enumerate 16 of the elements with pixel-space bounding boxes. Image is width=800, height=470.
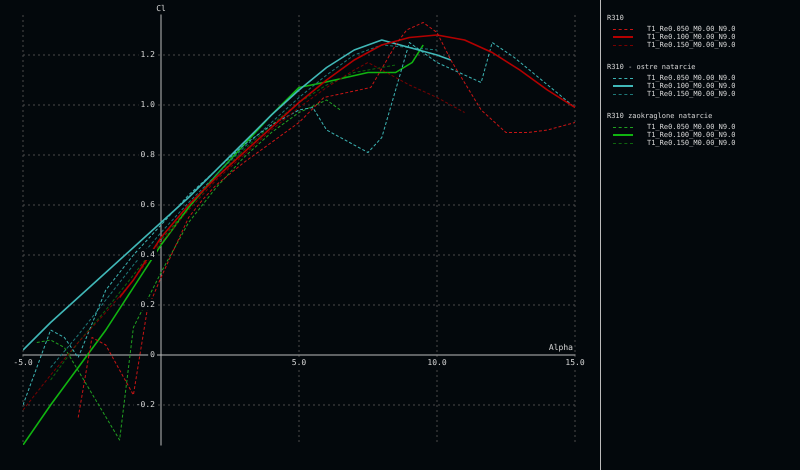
y-tick-label: 0.4: [140, 250, 156, 260]
y-tick-label: 0.6: [140, 200, 156, 210]
x-tick-label: 15.0: [565, 358, 585, 367]
y-tick-label: 1.0: [140, 100, 156, 110]
y-tick-label: -0.2: [136, 400, 156, 410]
x-axis-title: Alpha: [548, 343, 574, 352]
y-tick-label: 0.2: [140, 300, 156, 310]
y-axis-title: Cl: [156, 4, 166, 14]
x-tick-label: 10.0: [427, 358, 447, 367]
x-tick-label: 5.0: [292, 358, 306, 367]
x-tick-label: -5.0: [13, 358, 33, 367]
line-series: [50, 64, 396, 380]
y-tick-label: 1.2: [140, 50, 156, 60]
line-series: [36, 100, 341, 440]
y-tick-label: 0.8: [140, 150, 156, 160]
y-tick-label: 0: [150, 350, 156, 360]
